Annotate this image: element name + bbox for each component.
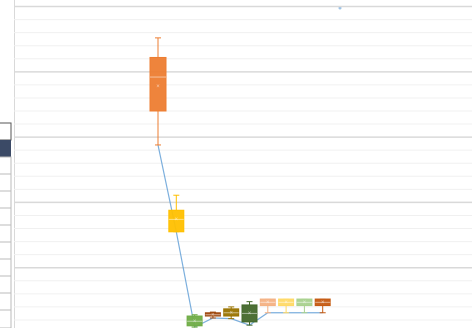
trend-line	[157, 144, 323, 328]
panel-cell	[0, 122, 12, 141]
side-panel	[0, 122, 12, 328]
mean-marker: ×	[266, 300, 270, 306]
mean-marker: ×	[156, 84, 160, 90]
mean-marker: ×	[321, 300, 325, 306]
box	[168, 209, 185, 233]
mean-marker: ×	[229, 310, 233, 316]
mean-marker: ×	[211, 312, 215, 318]
panel-cell-selected	[0, 140, 11, 157]
box	[149, 56, 167, 112]
mean-marker: ×	[248, 311, 252, 317]
grid	[14, 5, 472, 321]
mean-marker: ×	[175, 217, 179, 223]
plot: × × × × × × × × × ×	[149, 37, 331, 328]
mean-marker: ×	[284, 300, 288, 306]
mean-marker: ×	[303, 300, 307, 306]
mean-marker: ×	[193, 319, 197, 325]
